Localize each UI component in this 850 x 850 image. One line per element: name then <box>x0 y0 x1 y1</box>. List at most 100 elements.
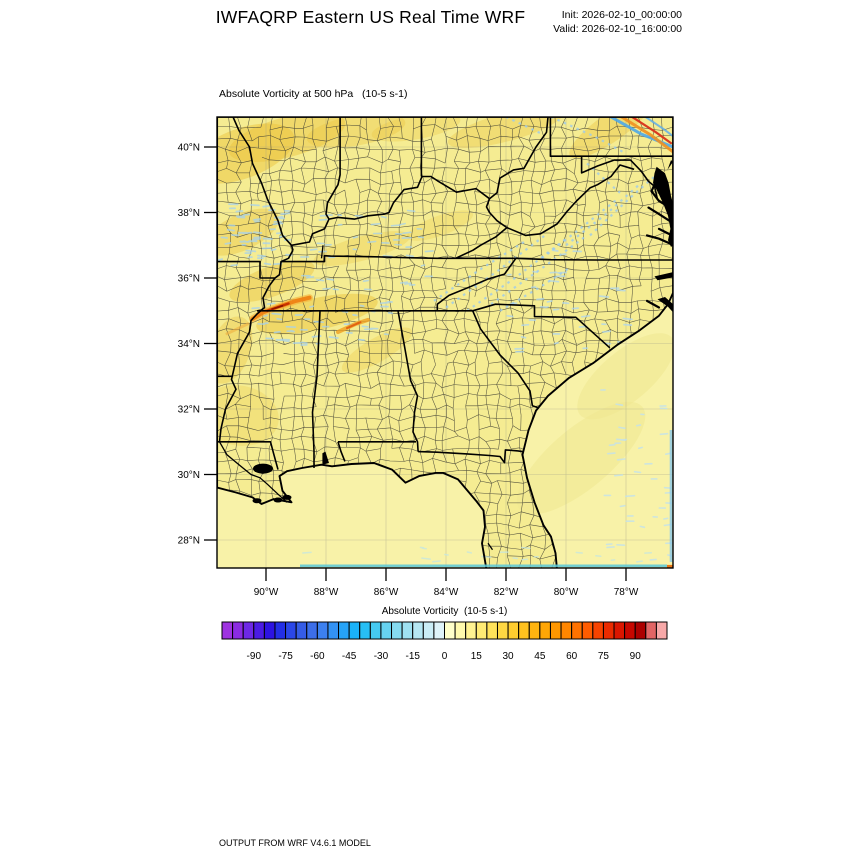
colorbar-cell <box>380 621 393 640</box>
tidal-river <box>647 206 673 225</box>
speckle-band <box>251 300 394 346</box>
state-border <box>218 277 276 442</box>
speckle-band <box>600 389 673 561</box>
colorbar-cell <box>571 621 583 640</box>
state-border <box>217 441 279 470</box>
lat-tick-label: 36°N <box>178 274 200 285</box>
golden-patch <box>228 117 346 162</box>
colorbar-cell <box>624 621 636 640</box>
appalachian-band <box>550 117 627 155</box>
vorticity-streak <box>620 117 673 154</box>
colorbar-tick-label: 90 <box>630 651 642 662</box>
lon-tick-label: 88°W <box>314 587 339 598</box>
golden-patch <box>569 117 653 159</box>
colorbar-tick-label: 75 <box>598 651 610 662</box>
tidal-river <box>650 183 673 211</box>
colorbar-cell <box>391 621 403 640</box>
lon-tick-label: 84°W <box>434 587 459 598</box>
lon-tick-label: 78°W <box>614 587 639 598</box>
colorbar-cell <box>327 621 340 640</box>
colorbar-cell <box>412 621 424 640</box>
state-border <box>485 198 508 229</box>
river <box>487 542 494 551</box>
lat-tick-label: 30°N <box>178 470 200 481</box>
colorbar-tick-label: -30 <box>374 651 389 662</box>
appalachian-band <box>490 234 588 306</box>
colorbar-cell <box>253 621 265 640</box>
colorbar-tick-label: 45 <box>534 651 546 662</box>
colorbar-cell <box>486 621 498 640</box>
colorbar-tick-label: 15 <box>471 651 483 662</box>
state-border <box>471 310 540 409</box>
colorbar-cell <box>433 621 445 640</box>
vorticity-streak <box>271 305 284 310</box>
colorbar-cell <box>338 621 350 640</box>
colorbar-title: Absolute Vorticity (10-5 s-1) <box>382 606 508 617</box>
colorbar-cell <box>560 621 573 640</box>
colorbar-cell <box>316 621 329 640</box>
state-border <box>291 117 549 247</box>
lat-tick-label: 32°N <box>178 405 200 416</box>
colorbar-tick-label: -90 <box>247 651 262 662</box>
river <box>218 441 288 503</box>
colorbar-cell <box>263 621 276 640</box>
state-border <box>455 226 508 260</box>
state-border <box>337 441 346 462</box>
state-border <box>455 257 673 261</box>
colorbar-cell <box>369 621 382 640</box>
colorbar-cell <box>306 621 318 640</box>
ocean-streak <box>516 401 646 515</box>
state-border <box>311 310 321 468</box>
speckle-band <box>217 203 293 267</box>
vorticity-streak <box>346 321 362 330</box>
colorbar-cell <box>475 621 488 640</box>
colorbar-cell <box>613 621 626 640</box>
chesapeake-bay <box>653 166 673 247</box>
golden-patch <box>217 316 253 384</box>
appalachian-band <box>433 241 525 302</box>
colorbar-cell <box>634 621 647 640</box>
colorbar-cell <box>444 621 456 640</box>
albemarle-sound <box>654 272 673 281</box>
state-border <box>232 117 294 251</box>
colorbar-cell <box>348 621 361 640</box>
colorbar-cell <box>454 621 467 640</box>
state-border <box>397 310 419 452</box>
tidal-river <box>645 299 661 309</box>
state-border <box>506 164 635 237</box>
colorbar-tick-label: 0 <box>442 651 448 662</box>
pamlico-sound <box>657 297 673 313</box>
colorbar-cell <box>232 621 244 640</box>
colorbar-cell <box>359 621 371 640</box>
run-times: Init: 2026-02-10_00:00:00 Valid: 2026-02… <box>470 8 682 36</box>
coastline <box>217 117 673 568</box>
state-border <box>436 257 517 311</box>
colorbar-cell <box>507 621 520 640</box>
colorbar-tick-label: 30 <box>503 651 515 662</box>
golden-patch <box>371 117 461 142</box>
golden-patch <box>256 293 378 335</box>
colorbar-cell <box>539 621 551 640</box>
tidal-river <box>645 234 673 247</box>
state-border <box>472 303 611 349</box>
delta-marsh <box>273 497 283 503</box>
colorbar-cell <box>496 621 509 640</box>
colorbar-cell <box>401 621 414 640</box>
field-title: Absolute Vorticity at 500 hPa (10-5 s-1) <box>219 88 408 100</box>
colorbar-tick-label: 60 <box>566 651 578 662</box>
colorbar-tick-label: -60 <box>310 651 325 662</box>
main-title: IWFAQRP Eastern US Real Time WRF <box>215 7 526 27</box>
map-body <box>217 117 673 568</box>
state-border <box>418 449 523 464</box>
valid-time: Valid: 2026-02-10_16:00:00 <box>553 23 682 35</box>
lon-tick-label: 82°W <box>494 587 519 598</box>
colorbar-tick-label: -15 <box>405 651 420 662</box>
river <box>320 245 324 259</box>
golden-patch <box>217 123 295 184</box>
colorbar-cell <box>465 621 477 640</box>
state-border <box>325 117 341 220</box>
upper-bay <box>667 160 673 170</box>
speckle-band <box>302 546 653 563</box>
